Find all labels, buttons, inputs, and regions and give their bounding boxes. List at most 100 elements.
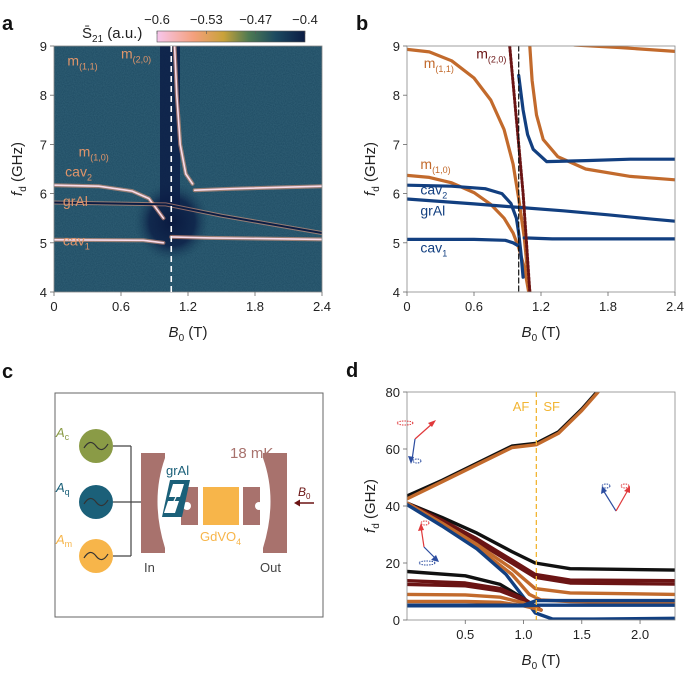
- panel-d-y-axis-label: fd (GHz): [362, 479, 382, 533]
- arrow-left-icon: [294, 499, 300, 507]
- panel-b-annotation: cav1: [420, 240, 447, 259]
- in-port-label: In: [144, 560, 155, 575]
- panel-b-y-axis-label: fd (GHz): [362, 142, 382, 196]
- panel-d-series-low-blue-2: [407, 603, 675, 608]
- arrowhead-icon: [431, 555, 439, 562]
- holder-notch: [183, 502, 191, 510]
- panel-b-series-cav1-right: [522, 236, 675, 241]
- panel-d-x-axis-label: B0 (T): [522, 652, 561, 672]
- panel-b-series-cav2: [407, 183, 525, 279]
- panel-b-y-tick-label: 7: [393, 137, 400, 152]
- panel-b-y-tick-label: 5: [393, 236, 400, 251]
- panel-a-x-tick-label: 2.4: [313, 299, 331, 314]
- source-cavity-drive: Ac: [55, 425, 113, 463]
- gdvo4-crystal: [203, 487, 239, 525]
- panel-d-series-mid-maroon-2: [407, 501, 675, 586]
- panel-a-annotation: m(1,0): [79, 144, 109, 163]
- arrowhead-icon: [624, 486, 630, 493]
- panel-d-x-tick-label: 1.0: [514, 627, 532, 642]
- output-mirror: [263, 453, 287, 553]
- holder-notch: [255, 502, 263, 510]
- panel-b-x-tick-label: 2.4: [666, 299, 684, 314]
- sine-wave-icon: [83, 551, 109, 561]
- panel-a-x-tick-label: 0.6: [112, 299, 130, 314]
- grAl-qubit: [162, 480, 190, 517]
- panel-b-annotation: m(2,0): [476, 45, 506, 64]
- colorbar-tick-label: −0.6: [144, 12, 170, 27]
- panel-a-y-axis-label: fd (GHz): [9, 142, 29, 196]
- panel-d-x-tick-label: 0.5: [456, 627, 474, 642]
- gdvo4-label: GdVO4: [200, 529, 241, 547]
- grAl-label: grAl: [166, 463, 189, 478]
- source-qubit-drive: Aq: [55, 480, 113, 519]
- heatmap-feature-cav2-upper: [173, 46, 194, 185]
- source-magnon-drive: Am: [55, 532, 113, 573]
- panel-a: a S̄21 (a.u.) −0.6 −0.53 −0.47 −0.4 m(1,1) m…: [2, 12, 331, 344]
- spin-red-arrow: [615, 489, 629, 512]
- panel-a-annotation: m(1,1): [67, 53, 97, 72]
- panel-b-x-tick-label: 1.8: [599, 299, 617, 314]
- spin-red-arrow: [414, 422, 434, 440]
- panel-b-y-tick-label: 6: [393, 187, 400, 202]
- panel-b-plot: [407, 46, 675, 292]
- panel-b-series-m-upper: [528, 46, 675, 182]
- heatmap: [54, 46, 322, 292]
- spin-inset-lower: [418, 520, 439, 566]
- af-label: AF: [513, 399, 530, 414]
- panel-a-x-tick-label: 1.2: [179, 299, 197, 314]
- wiring: [113, 445, 142, 557]
- colorbar-tick-label: −0.47: [239, 12, 272, 27]
- heatmap-feature-cav2-right: [193, 185, 322, 191]
- panel-a-x-tick-label: 1.8: [246, 299, 264, 314]
- panel-c-letter: c: [2, 361, 13, 383]
- panel-c: c Ac Aq Am: [2, 361, 324, 618]
- panel-b-annotation: m(1,1): [424, 55, 454, 74]
- panel-b-annotation: cav2: [420, 182, 447, 201]
- arrowhead-icon: [428, 420, 436, 427]
- panel-b-letter: b: [356, 13, 368, 35]
- panel-a-letter: a: [2, 13, 14, 35]
- panel-a-y-tick-label: 4: [40, 285, 47, 300]
- sample-holder-right: [243, 487, 260, 525]
- sf-label: SF: [543, 399, 560, 414]
- panel-d-x-tick-label: 2.0: [631, 627, 649, 642]
- panel-d-plot: [407, 392, 675, 620]
- panel-a-y-tick-label: 9: [40, 39, 47, 54]
- panel-b-annotation: m(1,0): [420, 156, 450, 175]
- panel-d: d AF SF 0.5: [346, 360, 676, 672]
- colorbar-tick-label: −0.53: [190, 12, 223, 27]
- panel-b-series-cav1: [407, 237, 520, 247]
- spin-inset-right: [601, 483, 630, 512]
- field-arrow: B0: [294, 485, 314, 507]
- panel-d-y-tick-label: 80: [386, 385, 400, 400]
- panel-b-y-tick-label: 8: [393, 88, 400, 103]
- panel-b-x-tick-label: 1.2: [532, 299, 550, 314]
- out-port-label: Out: [260, 560, 281, 575]
- spin-blue-arrow: [602, 489, 617, 512]
- sine-wave-icon: [83, 497, 109, 507]
- cavity: grAl GdVO4 18 mK In Out: [141, 445, 287, 575]
- colorbar-tick-label: −0.4: [292, 12, 318, 27]
- panel-b-x-axis-label: B0 (T): [522, 324, 561, 344]
- panel-d-y-tick-label: 40: [386, 499, 400, 514]
- colorbar-gradient: [156, 30, 306, 43]
- panel-b-annotation: grAl: [420, 203, 445, 219]
- spin-blue-arrow: [411, 438, 416, 461]
- arrowhead-icon: [601, 486, 607, 494]
- spin-inset-upper: [396, 420, 436, 464]
- panel-d-series-upper-black: [407, 392, 599, 498]
- panel-a-y-tick-label: 7: [40, 137, 47, 152]
- source-label-c: Ac: [55, 425, 70, 442]
- panel-d-x-tick-label: 1.5: [573, 627, 591, 642]
- panel-d-y-tick-label: 60: [386, 442, 400, 457]
- sine-wave-icon: [83, 441, 109, 451]
- source-label-m: Am: [55, 532, 72, 549]
- panel-b-series-m2-0: [508, 46, 532, 292]
- panel-b: b m(1,1) m(2,0) m(1,0) cav2 grAl cav1 0 0.6 1.2…: [356, 13, 684, 344]
- panel-b-series-m1-1: [407, 47, 532, 292]
- panel-b-x-tick-label: 0: [403, 299, 410, 314]
- heatmap-feature-cav1-right: [170, 236, 322, 241]
- panel-d-y-tick-label: 20: [386, 556, 400, 571]
- field-label: B0: [298, 485, 311, 501]
